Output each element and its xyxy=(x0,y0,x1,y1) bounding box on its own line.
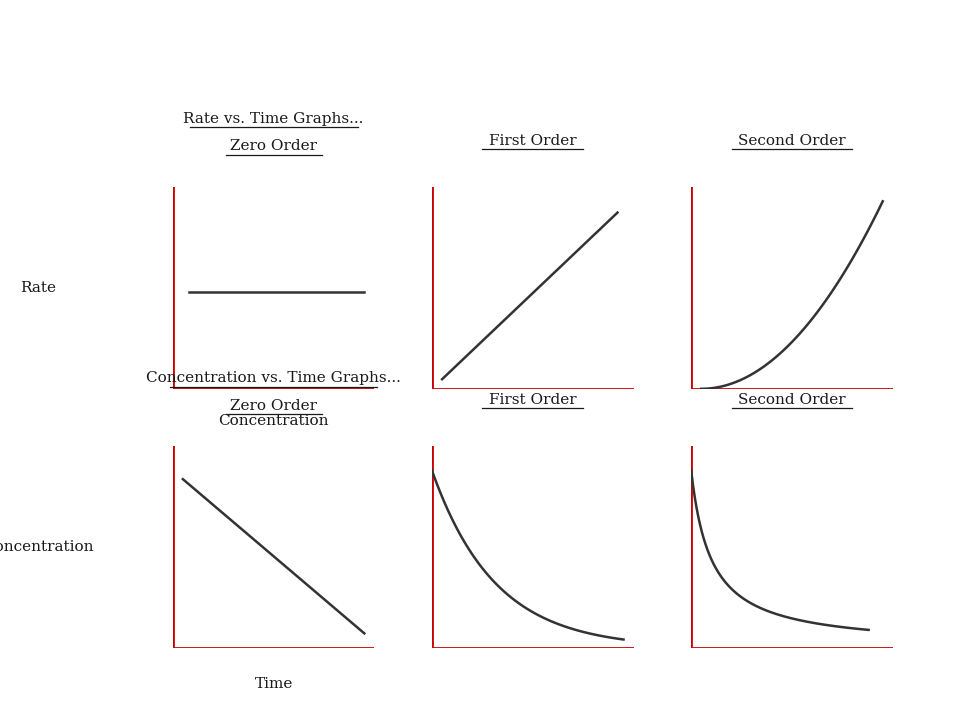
Text: Second Order: Second Order xyxy=(738,134,846,148)
Text: Concentration: Concentration xyxy=(218,414,329,428)
Text: Time: Time xyxy=(254,677,293,690)
Text: Rate: Rate xyxy=(20,281,57,295)
Text: Zero Order: Zero Order xyxy=(230,399,317,413)
Text: Rate vs. Time Graphs...: Rate vs. Time Graphs... xyxy=(183,112,364,126)
Text: Concentration: Concentration xyxy=(0,540,94,554)
Text: Second Order: Second Order xyxy=(738,393,846,407)
Text: First Order: First Order xyxy=(489,134,577,148)
Text: Zero Order: Zero Order xyxy=(230,140,317,153)
Text: Concentration vs. Time Graphs...: Concentration vs. Time Graphs... xyxy=(146,372,401,385)
Text: First Order: First Order xyxy=(489,393,577,407)
